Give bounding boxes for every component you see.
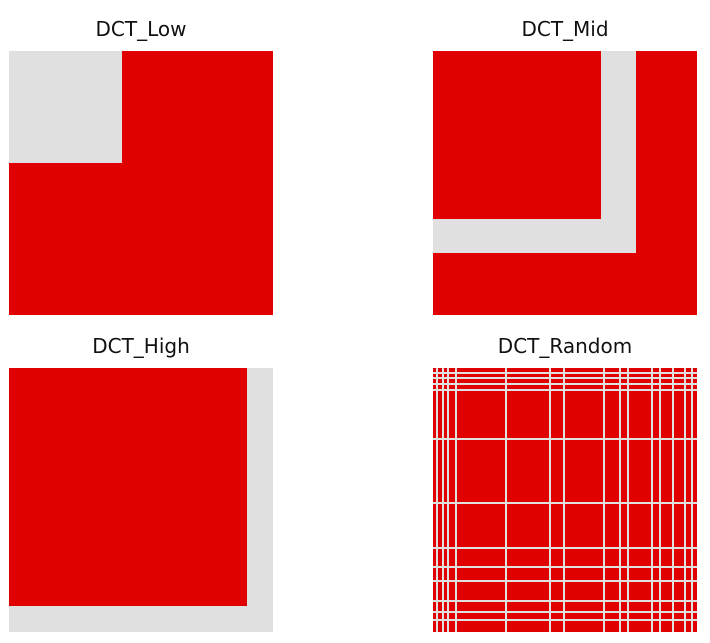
random-row-line <box>433 377 697 379</box>
dct-low-mask <box>9 51 273 315</box>
random-row-line <box>433 619 697 621</box>
high-band-vertical <box>247 368 273 632</box>
random-row-line <box>433 547 697 549</box>
random-row-line <box>433 600 697 602</box>
random-row-line <box>433 438 697 440</box>
random-column-line <box>505 368 507 632</box>
random-row-line <box>433 580 697 582</box>
random-column-line <box>672 368 674 632</box>
dct-high-mask <box>9 368 273 632</box>
random-column-line <box>603 368 605 632</box>
low-frequency-block <box>9 51 122 163</box>
random-column-line <box>563 368 565 632</box>
random-row-line <box>433 566 697 568</box>
random-column-line <box>455 368 457 632</box>
random-column-line <box>447 368 449 632</box>
random-row-line <box>433 502 697 504</box>
random-row-line <box>433 383 697 385</box>
random-column-line <box>619 368 621 632</box>
random-column-line <box>549 368 551 632</box>
random-column-line <box>691 368 693 632</box>
random-row-line <box>433 372 697 374</box>
random-row-line <box>433 611 697 613</box>
dct-random-mask <box>433 368 697 632</box>
dct-random-title: DCT_Random <box>497 334 633 358</box>
masked-region <box>9 368 273 632</box>
high-band-horizontal <box>9 606 273 632</box>
dct-mid-mask <box>433 51 697 315</box>
random-column-line <box>627 368 629 632</box>
dct-low-title: DCT_Low <box>95 17 187 41</box>
dct-high-title: DCT_High <box>92 334 190 358</box>
random-column-line <box>684 368 686 632</box>
dct-mid-title: DCT_Mid <box>521 17 609 41</box>
random-column-line <box>659 368 661 632</box>
random-column-line <box>651 368 653 632</box>
mid-band-horizontal <box>433 219 636 253</box>
masked-region <box>433 51 697 315</box>
random-row-line <box>433 389 697 391</box>
random-column-line <box>442 368 444 632</box>
random-column-line <box>436 368 438 632</box>
